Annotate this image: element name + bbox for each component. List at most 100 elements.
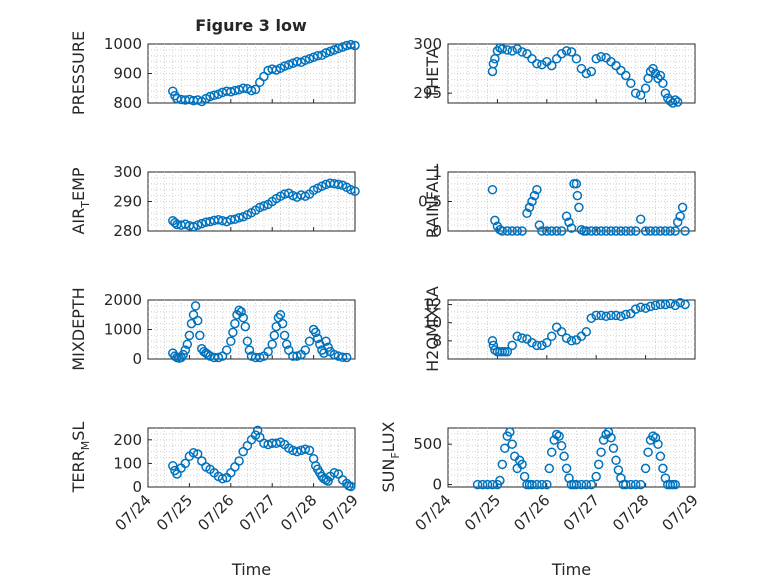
data-point xyxy=(546,447,557,457)
data-point xyxy=(640,303,651,313)
data-point xyxy=(333,43,344,54)
y-label-tail: EMP xyxy=(69,167,88,201)
data-point xyxy=(640,83,651,94)
data-point xyxy=(630,304,641,314)
data-point xyxy=(561,333,572,343)
data-point xyxy=(230,85,240,96)
data-point xyxy=(226,87,236,97)
data-point xyxy=(586,313,597,323)
data-point xyxy=(519,471,530,482)
data-point xyxy=(236,307,246,317)
y-tick-label: 2000 xyxy=(104,291,142,309)
data-point xyxy=(660,88,671,98)
data-point xyxy=(650,226,661,236)
data-point xyxy=(321,336,331,347)
x-tick-label: 07/29 xyxy=(659,491,702,534)
data-point xyxy=(323,476,333,486)
data-point xyxy=(601,226,611,236)
data-point xyxy=(670,479,680,490)
data-point xyxy=(608,443,619,453)
data-point xyxy=(626,479,636,490)
data-point xyxy=(635,479,646,490)
data-point xyxy=(645,301,656,312)
data-point xyxy=(346,481,356,492)
data-point xyxy=(532,58,542,69)
data-point xyxy=(643,447,653,457)
data-point xyxy=(621,479,631,490)
data-point xyxy=(601,311,611,322)
data-point xyxy=(323,342,333,352)
y-label-main: H2OMIXRA xyxy=(423,286,442,372)
data-point xyxy=(188,448,199,458)
data-point xyxy=(221,345,232,355)
data-point xyxy=(267,339,277,350)
data-point xyxy=(487,479,498,490)
panel-pressure: 800 900 1000 PRESSURE xyxy=(69,31,360,115)
data-point xyxy=(488,58,499,69)
data-point xyxy=(524,202,535,213)
y-tick-label: 800 xyxy=(113,94,142,112)
data-point xyxy=(613,465,624,475)
data-point xyxy=(626,78,636,89)
y-tick-label: 300 xyxy=(413,35,442,53)
y-tick-label: 900 xyxy=(113,65,142,83)
data-point xyxy=(527,196,537,207)
data-point xyxy=(581,479,592,490)
figure-title: Figure 3 low xyxy=(195,16,307,35)
data-point xyxy=(490,215,500,226)
data-point xyxy=(522,208,532,219)
data-point xyxy=(586,226,597,236)
y-axis-label: TERRMSL xyxy=(69,422,92,494)
data-point xyxy=(665,298,676,309)
y-axis-label: MIXDEPTH xyxy=(69,287,88,370)
data-point xyxy=(616,226,626,236)
data-point xyxy=(546,226,557,236)
data-point xyxy=(537,226,547,236)
data-point xyxy=(677,202,688,213)
data-point xyxy=(675,211,685,222)
data-point xyxy=(658,463,668,474)
data-point xyxy=(255,352,265,363)
data-point xyxy=(500,443,510,453)
data-point xyxy=(591,471,601,482)
data-point xyxy=(640,226,651,236)
data-point xyxy=(234,456,244,466)
y-axis-label: AIRTEMP xyxy=(69,167,92,234)
x-tick-label: 07/29 xyxy=(319,491,362,534)
data-point xyxy=(586,66,597,77)
data-point xyxy=(230,318,240,329)
data-point xyxy=(581,226,592,236)
data-point xyxy=(606,226,616,236)
data-point xyxy=(544,463,555,474)
y-label-main: AIR xyxy=(69,208,88,235)
y-label-main: THETA xyxy=(423,47,442,99)
data-point xyxy=(184,330,195,341)
data-point xyxy=(665,226,676,236)
data-point xyxy=(650,300,661,311)
y-tick-label: 1000 xyxy=(104,321,142,339)
data-point xyxy=(284,59,294,70)
data-point xyxy=(304,336,315,347)
data-point xyxy=(675,297,685,308)
data-point xyxy=(645,66,656,77)
data-point xyxy=(556,226,567,236)
data-point xyxy=(238,83,248,94)
x-tick-label: 07/25 xyxy=(461,491,504,534)
data-point xyxy=(542,479,552,490)
data-point xyxy=(281,339,292,350)
data-point xyxy=(596,52,606,62)
x-tick-label: 07/26 xyxy=(194,491,237,534)
y-label-main: TERR xyxy=(69,450,88,493)
data-point xyxy=(304,445,315,456)
data-point xyxy=(279,61,290,71)
y-tick-label: 12 xyxy=(423,296,442,314)
data-point xyxy=(517,47,527,57)
data-point xyxy=(192,315,203,326)
data-point xyxy=(596,310,606,321)
data-point xyxy=(571,479,582,490)
data-point xyxy=(346,184,356,195)
data-point xyxy=(492,46,503,56)
data-point xyxy=(300,444,311,454)
data-point xyxy=(242,336,253,347)
